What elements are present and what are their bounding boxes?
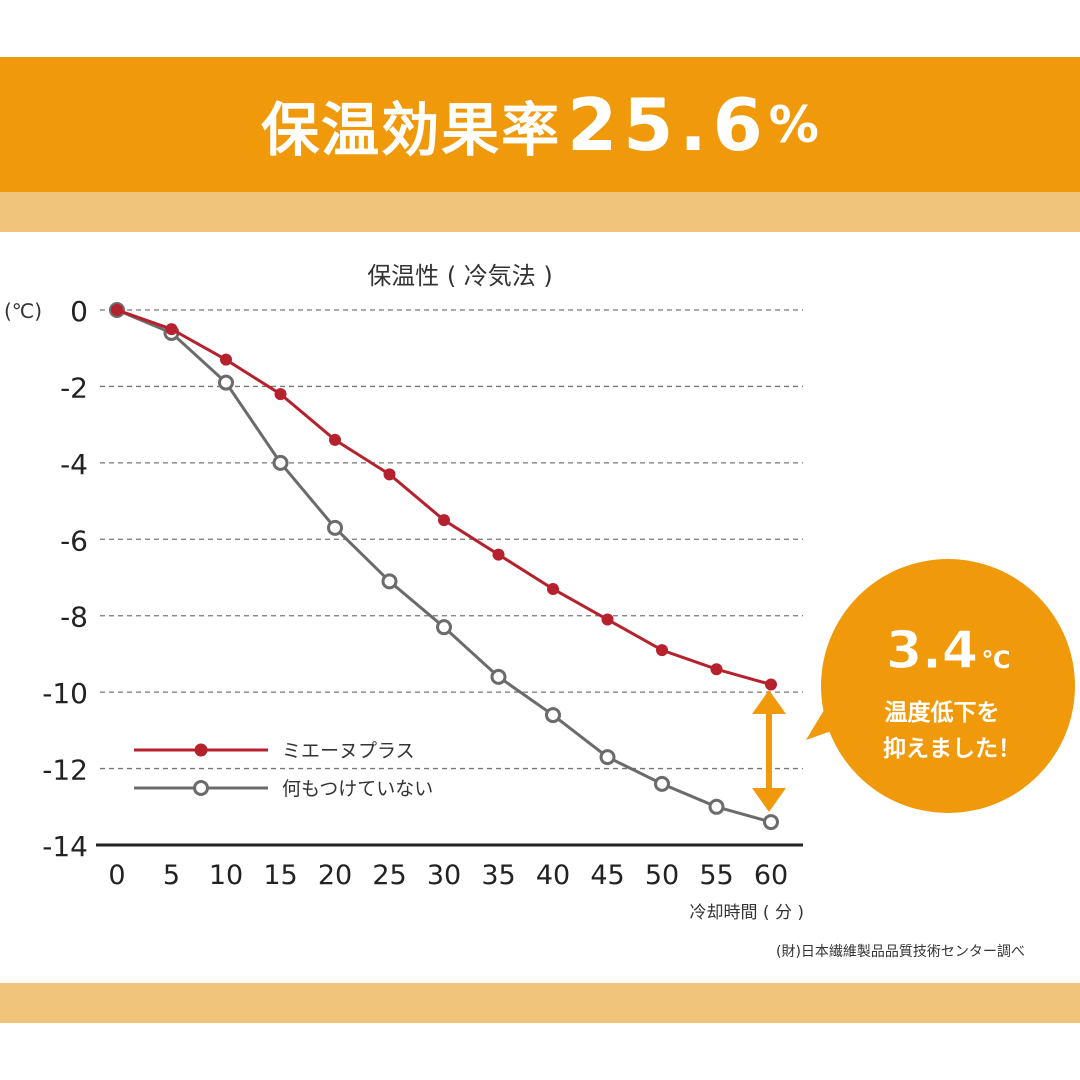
data-point xyxy=(436,619,452,636)
data-point xyxy=(381,573,398,590)
x-axis-label: 冷却時間 ( 分 ) xyxy=(690,903,804,923)
x-tick-label: 40 xyxy=(536,860,570,891)
y-tick-label: -12 xyxy=(42,754,88,787)
data-point xyxy=(383,468,396,481)
data-point xyxy=(547,582,559,595)
data-point xyxy=(218,374,234,391)
x-tick-label: 45 xyxy=(590,860,624,891)
callout: 3.4 ℃ 温度低下を 抑えました！ xyxy=(752,559,1075,813)
data-point xyxy=(765,678,777,691)
arrow-head-up xyxy=(752,690,786,714)
legend-label: 何もつけていない xyxy=(282,778,433,800)
data-point xyxy=(220,353,232,366)
chart-title: 保温性 ( 冷気法 ) xyxy=(367,262,553,290)
y-tick-label: -8 xyxy=(60,601,88,634)
callout-unit: ℃ xyxy=(981,646,1010,674)
data-point xyxy=(111,304,123,316)
y-tick-label: 0 xyxy=(70,295,88,328)
headline-label: 保温効果率 xyxy=(261,95,562,164)
data-point xyxy=(545,707,561,724)
y-tick-label: -2 xyxy=(60,371,88,404)
legend-label: ミエーヌプラス xyxy=(282,740,415,762)
bottom-band xyxy=(0,983,1080,1023)
callout-line-1: 温度低下を xyxy=(885,699,1000,726)
headline-value: 25.6 xyxy=(567,82,769,167)
x-tick-label: 60 xyxy=(754,860,788,891)
arrow-head-down xyxy=(752,788,786,812)
x-tick-label: 25 xyxy=(372,860,406,891)
source-note: (財)日本繊維製品品質技術センター調べ xyxy=(776,944,1025,960)
x-tick-label: 10 xyxy=(209,860,243,891)
data-point xyxy=(710,663,723,676)
callout-pointer xyxy=(806,700,840,740)
data-point xyxy=(708,798,725,815)
data-point xyxy=(601,613,614,626)
data-point xyxy=(272,454,289,471)
y-tick-label: -14 xyxy=(42,830,88,863)
headline-banner: 保温効果率 25.6 % xyxy=(0,57,1080,192)
callout-bubble xyxy=(821,559,1075,813)
y-tick-label: -4 xyxy=(60,448,88,481)
y-axis-label: (℃) xyxy=(4,299,42,323)
data-point xyxy=(763,814,779,831)
x-tick-label: 55 xyxy=(699,860,733,891)
data-point xyxy=(274,388,287,401)
callout-value: 3.4 xyxy=(886,621,978,681)
headline-unit: % xyxy=(768,95,819,154)
data-point xyxy=(327,519,343,536)
y-tick-label: -10 xyxy=(42,677,88,710)
data-point xyxy=(165,323,178,336)
x-tick-label: 15 xyxy=(263,860,297,891)
data-point xyxy=(438,514,450,527)
callout-line-2: 抑えました！ xyxy=(883,736,1021,762)
x-tick-label: 0 xyxy=(108,860,125,891)
data-point xyxy=(492,548,505,561)
data-point xyxy=(599,749,616,766)
x-tick-label: 50 xyxy=(645,860,679,891)
x-tick-label: 30 xyxy=(427,860,461,891)
x-tick-label: 20 xyxy=(318,860,352,891)
top-band xyxy=(0,192,1080,232)
data-point xyxy=(329,433,341,446)
data-point xyxy=(656,644,668,657)
legend-marker xyxy=(194,743,208,757)
x-tick-label: 5 xyxy=(163,860,180,891)
legend-marker xyxy=(193,780,209,796)
data-point xyxy=(654,775,670,792)
y-tick-label: -6 xyxy=(60,524,88,557)
data-point xyxy=(490,668,507,685)
x-tick-label: 35 xyxy=(481,860,515,891)
